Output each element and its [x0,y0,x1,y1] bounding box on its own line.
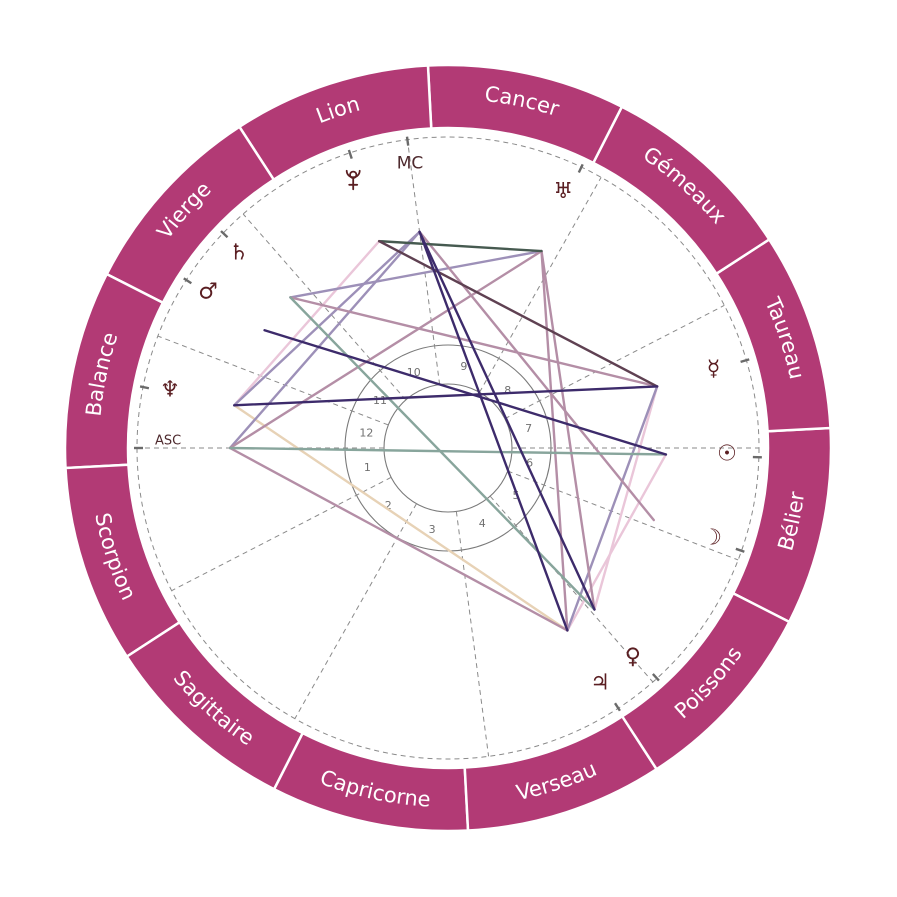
aspect-line-uranus-venus [540,249,596,611]
house-number: 3 [429,523,436,536]
angle-labels: ASC MC [155,154,423,449]
house-number: 8 [504,384,511,397]
mc-label: MC [397,154,424,174]
aspect-line-pluto-neptune [233,239,381,407]
position-ticks [134,136,762,712]
house-number: 2 [385,499,392,512]
aspect-line-mc-asc [228,230,421,450]
house-number: 7 [525,422,532,435]
house-cusp-line-8 [504,304,725,420]
uranus-icon: ♅ [553,179,573,204]
mars-icon: ♂ [198,280,218,305]
house-cusp-line-3 [294,503,417,719]
aspect-line-mars-sun [263,329,668,456]
aspect-line-neptune-mercury [233,385,659,407]
asc-label: ASC [155,434,181,449]
house-number: 1 [364,461,371,474]
tick-mars [183,277,192,285]
tick-mc [405,136,410,146]
pluto-icon [345,169,361,191]
house-number: 12 [359,426,373,439]
house-number: 11 [373,394,387,407]
zodiac-segment-cancer [426,63,624,165]
zodiac-segment-pisces [620,591,791,771]
moon-icon: ☽ [702,525,722,550]
neptune-icon: ♆ [160,377,180,402]
venus-icon: ♀ [625,644,641,669]
aspect-line-pluto-mercury [377,239,659,388]
sun-icon: ☉ [717,441,737,466]
house-cusp-line-12 [157,335,389,426]
saturn-icon: ♄ [229,240,249,265]
aspect-line-mc-moon [418,230,655,522]
aspect-line-saturn-venus [289,296,596,611]
aspect-line-mc-neptune [233,230,421,407]
aspect-line-mc-jupiter [418,230,569,632]
house-number: 9 [460,360,467,373]
tick-jupiter [614,702,621,712]
house-ring-inner-circle [383,383,513,513]
aspect-lines [228,230,668,632]
house-number: 5 [513,489,520,502]
house-cusp-line-9 [479,177,602,393]
aspect-line-saturn-mercury [289,296,659,388]
aspect-line-uranus-asc [228,249,543,450]
aspect-line-asc-sun [228,446,668,456]
aspect-line-mc-venus [418,230,596,611]
planet-glyphs: ☉ ☽ ☿ ♀ ♂ ♃ ♄ ♅ ♆ [160,169,737,696]
tick-mercury [740,358,750,364]
aspect-line-mercury-venus [593,385,659,611]
tick-saturn [220,230,229,239]
tick-moon [735,547,745,553]
aspect-line-uranus-jupiter [540,249,569,632]
tick-uranus [577,163,584,173]
jupiter-icon: ♃ [590,671,610,696]
tick-pluto [347,149,353,159]
aspect-line-uranus-saturn [289,249,543,299]
mercury-icon: ☿ [707,356,721,381]
aspect-line-mercury-jupiter [566,385,659,632]
tick-neptune [139,385,150,390]
house-number: 4 [479,517,486,530]
tick-venus [651,673,660,682]
aspect-line-neptune-jupiter [233,404,569,632]
aspect-line-pluto-uranus [377,239,543,253]
aspect-line-asc-jupiter [228,446,569,632]
house-number: 6 [526,457,533,470]
aspect-line-sun-jupiter [566,453,668,632]
zodiac-ring: BélierTaureauGémeauxCancerLionViergeBala… [63,63,833,833]
zodiac-segment-libra [63,272,165,470]
house-cusp-line-2 [171,476,392,592]
